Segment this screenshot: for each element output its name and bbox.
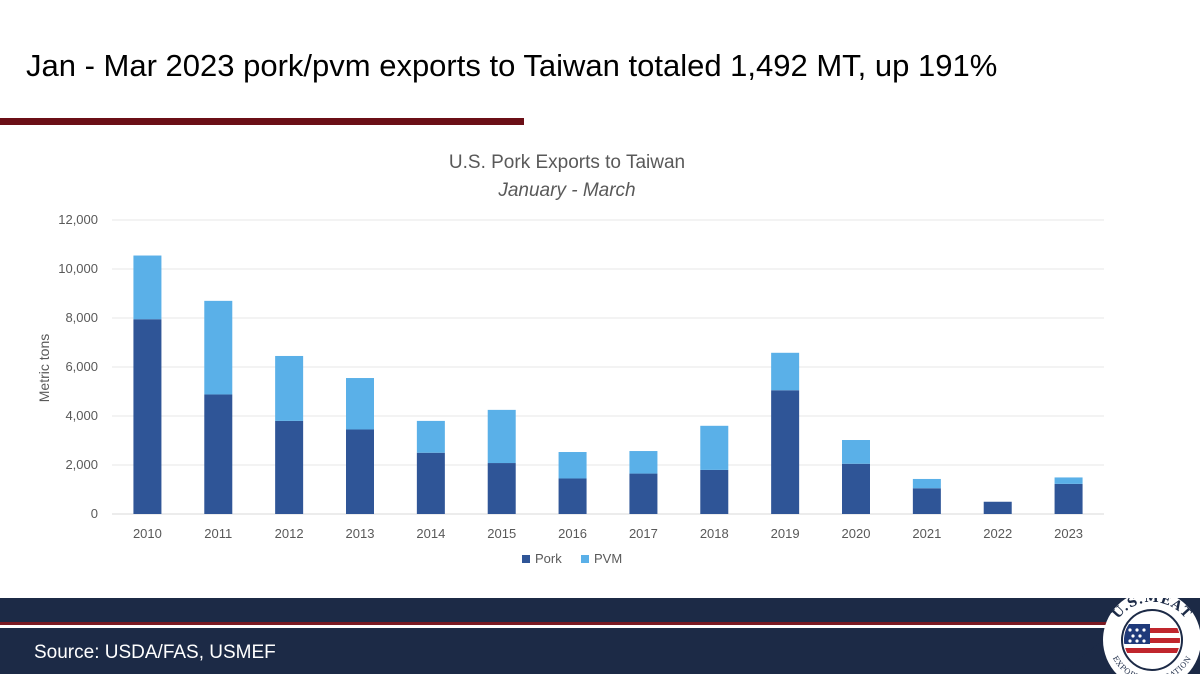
y-tick-label: 8,000 xyxy=(65,310,98,325)
bar-pvm-2013 xyxy=(346,378,374,430)
y-tick-label: 10,000 xyxy=(58,261,98,276)
y-tick-label: 12,000 xyxy=(58,212,98,227)
bar-pvm-2020 xyxy=(842,440,870,464)
x-tick-label: 2023 xyxy=(1054,526,1083,541)
bar-pvm-2014 xyxy=(416,420,445,453)
x-tick-label: 2016 xyxy=(558,526,587,541)
x-tick-label: 2013 xyxy=(346,526,375,541)
footer: Source: USDA/FAS, USMEF U.S.MEAT EXPORT … xyxy=(0,598,1200,674)
chart-title: U.S. Pork Exports to Taiwan xyxy=(449,152,685,173)
bar-pork-2021 xyxy=(912,488,941,514)
x-tick-label: 2015 xyxy=(487,526,516,541)
footer-stripe-white xyxy=(0,625,1200,628)
footer-band-top xyxy=(0,598,1200,622)
x-tick-label: 2017 xyxy=(629,526,658,541)
flag-map-icon xyxy=(1124,624,1180,660)
x-tick-label: 2014 xyxy=(416,526,445,541)
legend-label-pvm: PVM xyxy=(594,551,622,566)
x-tick-label: 2022 xyxy=(983,526,1012,541)
bar-pork-2023 xyxy=(1054,483,1083,514)
bar-pvm-2018 xyxy=(700,425,729,470)
bar-pvm-2019 xyxy=(771,352,800,391)
usmef-logo: U.S.MEAT EXPORT FEDERATION xyxy=(1060,598,1200,674)
y-tick-label: 2,000 xyxy=(65,457,98,472)
bar-pvm-2011 xyxy=(204,300,233,395)
bar-pvm-2017 xyxy=(629,451,658,474)
bar-pvm-2015 xyxy=(487,409,516,464)
x-tick-label: 2018 xyxy=(700,526,729,541)
y-tick-label: 6,000 xyxy=(65,359,98,374)
bar-pork-2011 xyxy=(204,394,233,514)
bar-pork-2017 xyxy=(629,473,658,514)
bar-pork-2010 xyxy=(133,319,162,514)
x-tick-label: 2012 xyxy=(275,526,304,541)
x-tick-label: 2010 xyxy=(133,526,162,541)
y-tick-label: 4,000 xyxy=(65,408,98,423)
bar-pvm-2023 xyxy=(1054,477,1083,484)
bar-pvm-2010 xyxy=(133,255,162,320)
chart-subtitle: January - March xyxy=(497,180,635,201)
bar-pork-2018 xyxy=(700,469,729,514)
legend-label-pork: Pork xyxy=(535,551,562,566)
bar-pvm-2021 xyxy=(912,478,941,489)
x-tick-label: 2019 xyxy=(771,526,800,541)
legend: Pork PVM xyxy=(522,551,622,566)
x-tick-label: 2020 xyxy=(842,526,871,541)
y-tick-label: 0 xyxy=(91,506,98,521)
bar-pvm-2012 xyxy=(275,355,304,421)
y-axis-label: Metric tons xyxy=(36,334,52,402)
bar-pork-2020 xyxy=(842,463,870,514)
x-tick-label: 2021 xyxy=(912,526,941,541)
bar-pvm-2016 xyxy=(558,452,587,479)
bar-pork-2012 xyxy=(275,420,304,514)
y-tick-labels: 0 2,000 4,000 6,000 8,000 10,000 12,000 xyxy=(58,212,98,521)
bar-pork-2019 xyxy=(771,390,800,514)
bar-pork-2013 xyxy=(346,429,374,514)
source-note: Source: USDA/FAS, USMEF xyxy=(34,642,276,663)
x-tick-labels: 2010 2011 2012 2013 2014 2015 2016 2017 2018 2019… xyxy=(133,526,1083,541)
legend-swatch-pork xyxy=(522,555,530,563)
bar-pork-2016 xyxy=(558,478,587,514)
bars xyxy=(133,255,1083,514)
title-underline xyxy=(0,118,524,125)
legend-swatch-pvm xyxy=(581,555,589,563)
bar-pork-2015 xyxy=(487,463,516,514)
x-tick-label: 2011 xyxy=(204,526,232,541)
stacked-bar-chart: U.S. Pork Exports to Taiwan January - Ma… xyxy=(36,152,1104,566)
logo-seal-ring xyxy=(1121,609,1183,671)
footer-band-bottom xyxy=(0,628,1200,674)
bar-pork-2014 xyxy=(416,452,445,514)
footer-stripe-red xyxy=(0,622,1200,625)
slide-title: Jan - Mar 2023 pork/pvm exports to Taiwa… xyxy=(26,48,998,83)
bar-pork-2022 xyxy=(983,501,1012,514)
gridlines xyxy=(112,219,1104,515)
